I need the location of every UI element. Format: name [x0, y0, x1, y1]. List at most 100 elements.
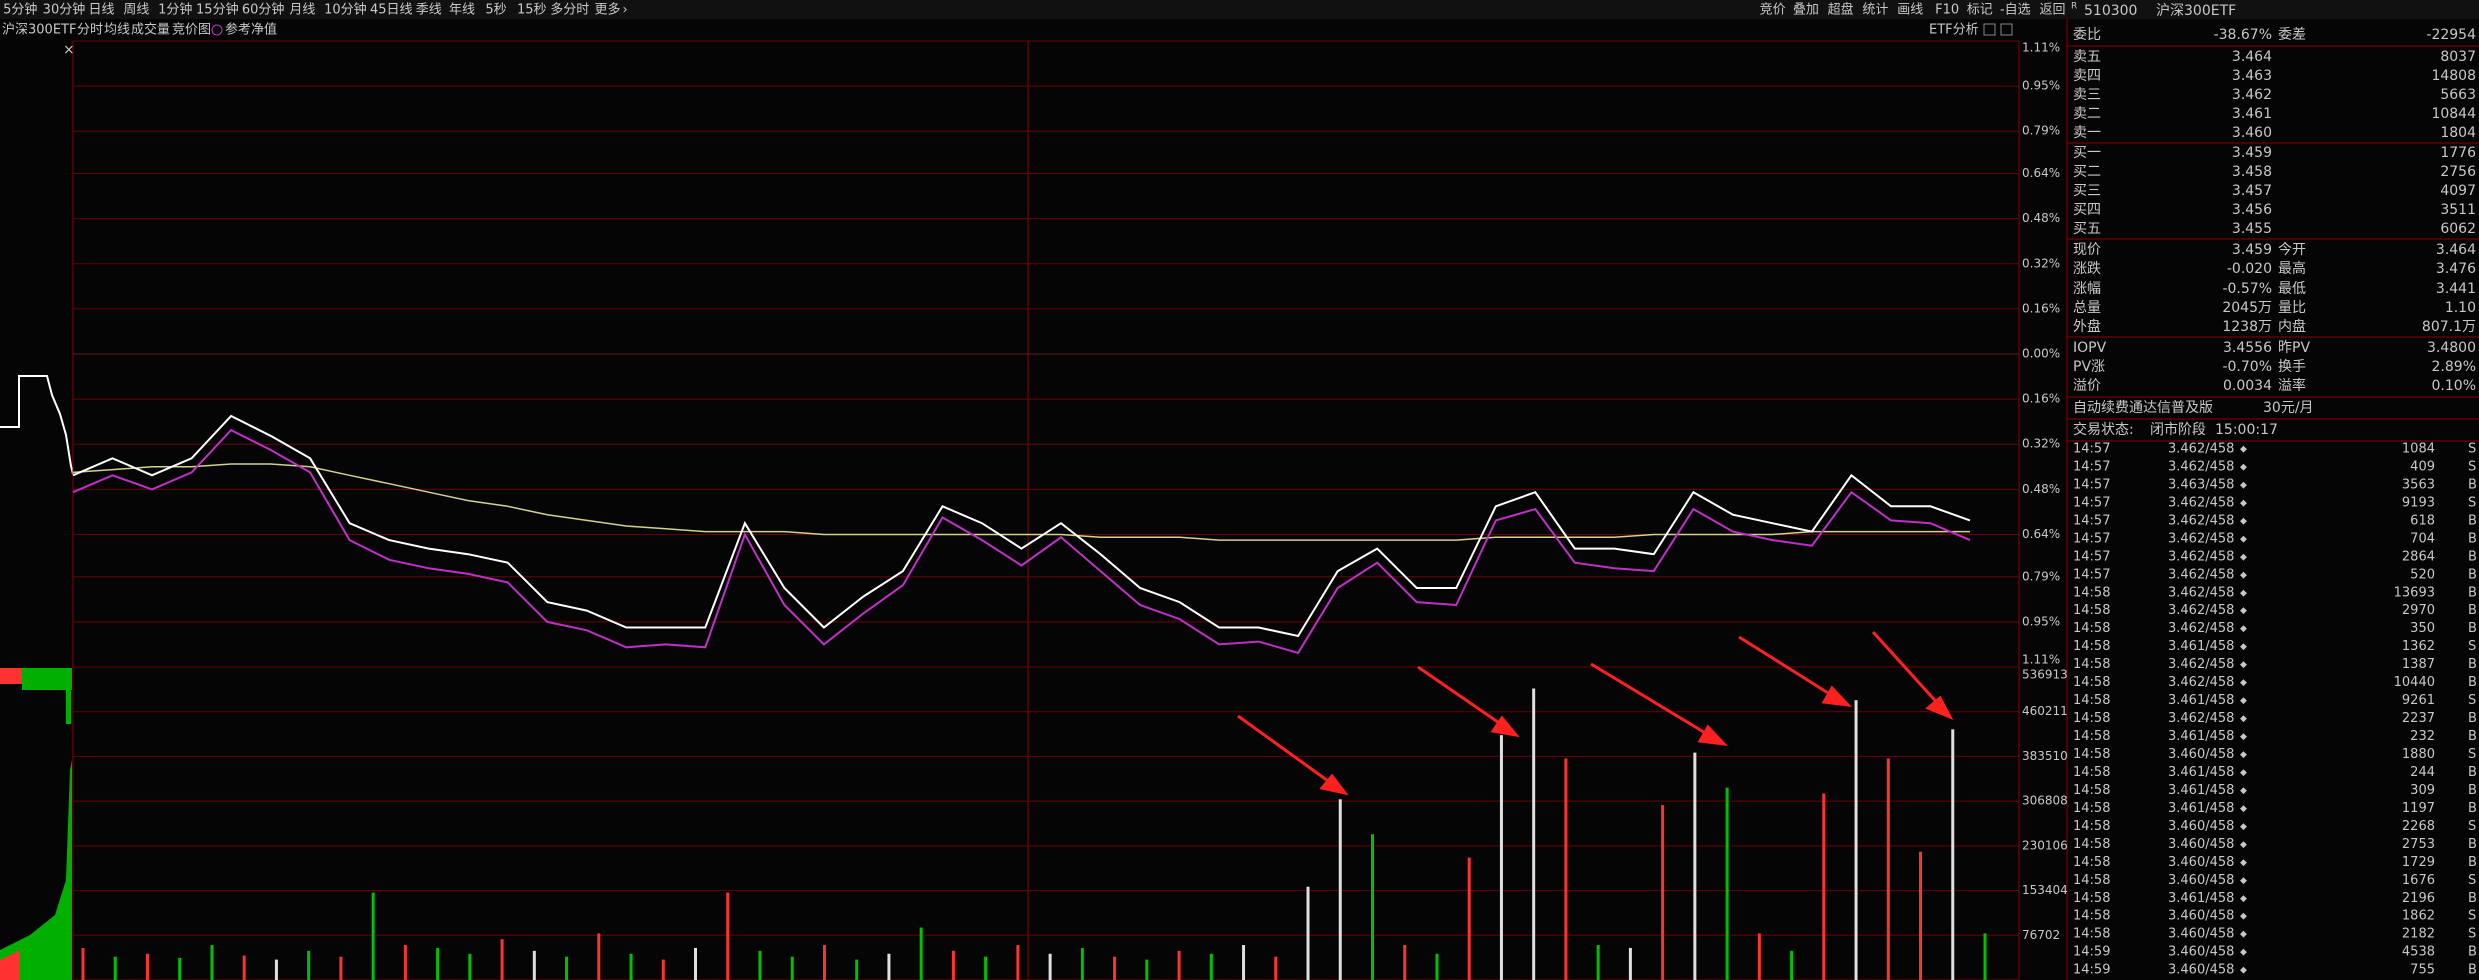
- period-button[interactable]: 30分钟: [43, 2, 86, 18]
- tick-volume: 1084: [2402, 442, 2435, 457]
- period-button[interactable]: 更多: [594, 2, 620, 18]
- tool-button[interactable]: 竞价: [1760, 2, 1786, 18]
- period-button[interactable]: 1分钟: [158, 2, 192, 18]
- tick-side: B: [2468, 891, 2477, 906]
- volume-bar: [1919, 851, 1923, 980]
- period-button[interactable]: 年线: [449, 3, 475, 18]
- iopv-value: 3.4556: [2223, 340, 2272, 356]
- volume-label[interactable]: 成交量: [131, 22, 170, 38]
- iopv-label: IOPV: [2073, 340, 2107, 356]
- period-button[interactable]: 多分时: [550, 2, 589, 18]
- annotations: [1237, 630, 1954, 796]
- iopv-label: 换手: [2278, 358, 2306, 375]
- volume-bar: [1822, 793, 1826, 980]
- arrow-head: [1490, 715, 1520, 738]
- volume-bar: [1016, 945, 1020, 980]
- tick-side: S: [2468, 819, 2476, 834]
- volume-bar: [371, 892, 375, 980]
- volume-bar: [1757, 933, 1761, 980]
- tick-price: 3.461/458: [2168, 765, 2234, 780]
- tick-arrow: ◆: [2240, 534, 2247, 544]
- volume-bar: [1499, 735, 1503, 980]
- legend-entry[interactable]: 均线: [104, 23, 130, 38]
- ad-text[interactable]: 自动续费通达信普及版: [2073, 399, 2213, 416]
- period-button[interactable]: 5秒: [485, 3, 506, 18]
- tool-button[interactable]: F10: [1935, 3, 1959, 18]
- legend-entry[interactable]: 参考净值: [225, 22, 277, 38]
- volume-bar: [1628, 947, 1632, 980]
- more-chevron: ›: [622, 3, 627, 18]
- volume-bar: [1113, 956, 1117, 980]
- period-button[interactable]: 15秒: [517, 3, 547, 18]
- etf-analysis[interactable]: ETF分析: [1929, 23, 1979, 38]
- period-button[interactable]: 周线: [123, 3, 149, 18]
- premarket-volume: [22, 668, 72, 690]
- volume-bar: [436, 947, 440, 980]
- period-button[interactable]: 60分钟: [242, 2, 285, 18]
- tick-side: B: [2468, 621, 2477, 636]
- ad-price[interactable]: 30元/月: [2263, 400, 2314, 416]
- volume-bar: [532, 950, 536, 980]
- tick-volume: 1387: [2402, 657, 2435, 672]
- tick-time: 14:58: [2073, 909, 2110, 924]
- book-price: 3.458: [2232, 164, 2272, 180]
- tick-side: S: [2468, 927, 2476, 942]
- tick-time: 14:58: [2073, 783, 2110, 798]
- tool-button[interactable]: 统计: [1862, 3, 1888, 18]
- tick-arrow: ◆: [2240, 858, 2247, 868]
- tick-side: B: [2468, 729, 2477, 744]
- tick-volume: 10440: [2394, 675, 2435, 690]
- tick-side: B: [2468, 711, 2477, 726]
- tick-arrow: ◆: [2240, 480, 2247, 490]
- tick-price: 3.462/458: [2168, 675, 2234, 690]
- arrow: [1237, 714, 1336, 788]
- period-button[interactable]: 季线: [416, 3, 442, 18]
- tick-side: S: [2468, 693, 2476, 708]
- quote-name: 沪深300ETF: [2156, 3, 2236, 19]
- period-button[interactable]: 10分钟: [324, 2, 367, 18]
- tool-button[interactable]: 标记: [1967, 3, 1993, 18]
- period-button[interactable]: 5分钟: [3, 2, 37, 18]
- book-volume: 1804: [2440, 125, 2476, 141]
- stat-label: 涨幅: [2073, 281, 2101, 297]
- tick-arrow: ◆: [2240, 588, 2247, 598]
- tool-button[interactable]: 画线: [1897, 3, 1923, 18]
- volume-bar: [1370, 834, 1374, 980]
- period-button[interactable]: 月线: [289, 3, 315, 18]
- legend-entry[interactable]: 分时: [77, 23, 103, 38]
- tick-price: 3.462/458: [2168, 567, 2234, 582]
- zoom-button[interactable]: [1983, 23, 1996, 36]
- period-button[interactable]: 45日线: [370, 3, 413, 18]
- book-label: 卖一: [2073, 125, 2101, 141]
- tick-price: 3.461/458: [2168, 891, 2234, 906]
- volume-bar: [1951, 729, 1955, 980]
- price-line: [72, 463, 1970, 541]
- tick-volume: 4538: [2402, 945, 2435, 960]
- close-icon[interactable]: ×: [63, 42, 75, 58]
- auction-label[interactable]: 竞价图: [172, 22, 211, 38]
- tool-button[interactable]: -自选: [2000, 3, 2031, 18]
- y-tick-label: 383510: [2022, 749, 2068, 763]
- tool-button[interactable]: 返回: [2039, 3, 2065, 18]
- period-button[interactable]: 日线: [89, 3, 115, 18]
- tick-price: 3.462/458: [2168, 459, 2234, 474]
- stat-value: 3.476: [2436, 261, 2476, 277]
- tool-button[interactable]: 叠加: [1793, 3, 1819, 18]
- volume-bar: [1532, 688, 1536, 980]
- period-button[interactable]: 15分钟: [196, 2, 239, 18]
- legend-toggle[interactable]: [211, 24, 223, 36]
- tick-volume: 1729: [2402, 855, 2435, 870]
- close-button[interactable]: [2000, 23, 2013, 36]
- tick-time: 14:58: [2073, 675, 2110, 690]
- y-tick-label: 0.32%: [2022, 256, 2060, 270]
- stat-label: 内盘: [2278, 318, 2306, 335]
- tick-price: 3.462/458: [2168, 531, 2234, 546]
- book-volume: 10844: [2431, 106, 2476, 122]
- iopv-label: PV涨: [2073, 359, 2105, 375]
- tick-price: 3.462/458: [2168, 711, 2234, 726]
- volume-bar: [468, 953, 472, 980]
- tool-button[interactable]: 超盘: [1828, 2, 1854, 18]
- tick-price: 3.462/458: [2168, 621, 2234, 636]
- tick-volume: 2753: [2402, 837, 2435, 852]
- arrow-head: [1319, 773, 1349, 796]
